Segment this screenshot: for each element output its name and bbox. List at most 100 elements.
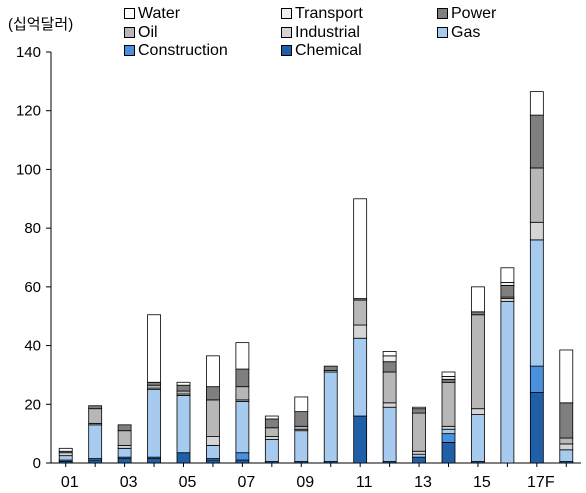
bar-segment-water [294,396,309,413]
legend-label-oil: Oil [138,24,158,41]
y-tick-label: 100 [16,161,41,178]
bar-segment-gas [353,337,368,417]
legend-swatch-transport [281,8,292,19]
legend-swatch-chemical [281,45,292,56]
chart-legend: Water Transport Power Oil Industrial Gas… [0,0,586,70]
legend-swatch-gas [437,27,448,38]
y-tick-label: 140 [16,44,41,61]
bar-segment-power [206,386,220,401]
bar-segment-oil [264,427,279,437]
bar-segment-gas [382,406,397,462]
bar-segment-chemical [88,459,103,464]
bar-segment-oil [176,390,191,395]
legend-label-industrial: Industrial [295,24,360,41]
bar-segment-oil [382,371,397,404]
legend-swatch-oil [124,27,135,38]
bar-segment-power [412,408,426,414]
x-tick-label: 05 [179,474,197,491]
bar-segment-gas [559,449,574,462]
legend-swatch-construction [124,45,135,56]
bar-segment-power [471,311,485,316]
bar-segment-power [441,378,456,383]
bar-segment-oil [117,430,132,446]
x-tick-label: 07 [237,474,255,491]
x-tick-label: 15 [473,474,491,491]
bar-segment-water [529,91,544,116]
bar-segment-water [412,406,426,410]
bar-segment-chemical [117,458,132,464]
bar-segment-oil [88,408,103,424]
bar-segment-gas [323,371,338,462]
x-tick-label: 13 [414,474,432,491]
bar-segment-water [206,355,220,388]
legend-swatch-power [437,8,448,19]
bar-segment-gas [500,301,515,464]
bar-segment-water [58,447,73,452]
legend-label-power: Power [451,5,497,22]
x-tick-label: 09 [296,474,314,491]
bar-segment-gas [471,414,485,462]
bar-segment-industrial [58,452,73,457]
bar-segment-construction [529,365,544,393]
bar-segment-industrial [471,408,485,415]
x-tick-label: 03 [120,474,138,491]
y-tick-label: 0 [33,455,41,472]
bar-segment-power [382,361,397,373]
bar-segment-oil [147,384,161,389]
bar-segment-water [559,349,574,404]
bar-segment-gas [441,428,456,435]
bar-segment-transport [441,375,456,380]
bar-segment-gas [529,239,544,367]
y-tick-label: 80 [24,220,41,237]
bar-segment-power [323,365,338,371]
bar-segment-chemical [147,458,161,464]
legend-label-gas: Gas [451,24,481,41]
bar-segment-construction [235,452,250,461]
bar-segment-oil [529,167,544,223]
bar-segment-water [176,381,191,386]
bar-segment-gas [264,439,279,462]
bar-segment-power [147,381,161,386]
bar-segment-transport [382,355,397,363]
legend-swatch-water [124,8,135,19]
bar-segment-industrial [264,436,279,440]
bar-segment-gas [206,444,220,459]
bar-segment-gas [412,453,426,458]
bar-segment-gas [117,447,132,458]
x-tick-label: 01 [61,474,79,491]
bar-segment-power [294,411,309,427]
bar-segment-industrial [382,402,397,408]
bar-segment-gas [294,430,309,462]
legend-label-transport: Transport [295,5,363,22]
bar-segment-industrial [441,425,456,430]
bar-segment-chemical [412,456,426,464]
legend-swatch-industrial [281,27,292,38]
bar-segment-power [559,402,574,439]
bar-segment-power [88,405,103,410]
bar-segment-oil [235,386,250,401]
bar-segment-transport [500,282,515,286]
bar-segment-chemical [235,459,250,464]
y-tick-label: 40 [24,338,41,355]
bar-segment-chemical [441,442,456,464]
legend-label-chemical: Chemical [295,42,362,59]
bar-segment-oil [294,425,309,430]
bar-segment-gas [58,455,73,461]
bar-segment-industrial [117,444,132,449]
bar-segment-industrial [206,436,220,446]
bar-segment-construction [441,433,456,443]
y-tick-label: 60 [24,279,41,296]
bar-segment-power [117,424,132,432]
bar-segment-oil [441,381,456,427]
bar-segment-oil [471,314,485,410]
bar-segment-oil [412,412,426,452]
bar-segment-oil [206,399,220,437]
bar-segment-power [500,284,515,298]
bar-segment-water [441,371,456,377]
bar-segment-industrial [529,221,544,241]
bar-segment-chemical [529,392,544,464]
x-tick-label: 11 [356,474,373,491]
legend-label-construction: Construction [138,42,228,59]
legend-label-water: Water [138,5,181,22]
